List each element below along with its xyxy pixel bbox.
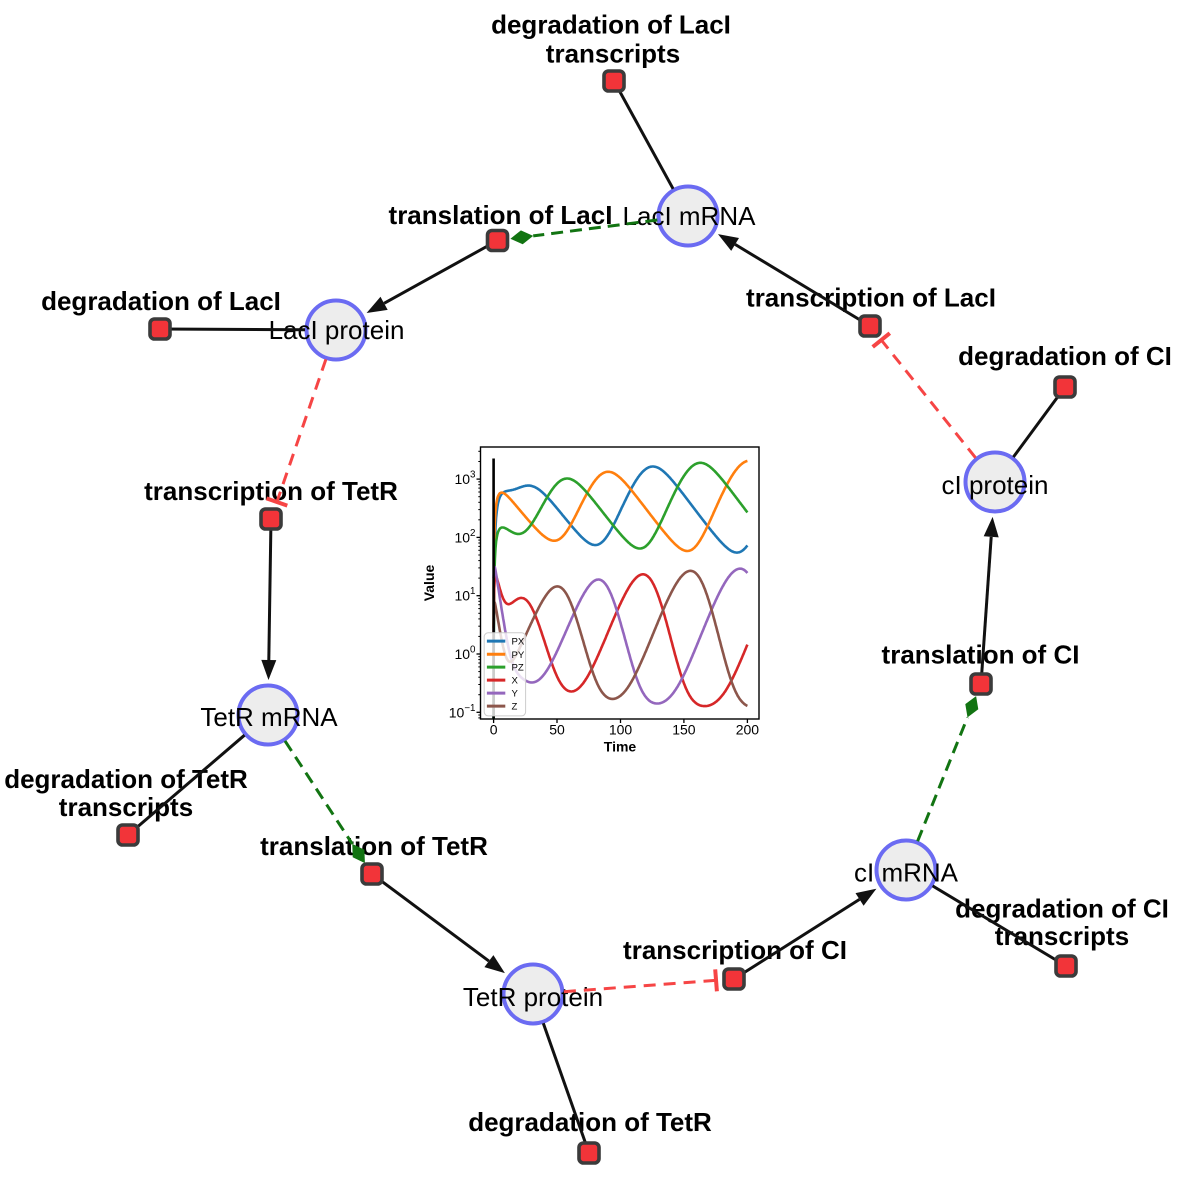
svg-text:degradation of LacI: degradation of LacI bbox=[41, 286, 281, 316]
svg-text:200: 200 bbox=[736, 722, 760, 738]
svg-text:cI protein: cI protein bbox=[942, 470, 1049, 500]
svg-text:150: 150 bbox=[672, 722, 696, 738]
svg-text:translation of TetR: translation of TetR bbox=[260, 831, 488, 861]
svg-text:Time: Time bbox=[604, 739, 637, 755]
svg-text:degradation of LacI: degradation of LacI bbox=[491, 10, 731, 40]
svg-text:translation of LacI: translation of LacI bbox=[389, 200, 613, 230]
svg-text:PX: PX bbox=[512, 637, 525, 648]
svg-text:transcripts: transcripts bbox=[546, 38, 680, 68]
svg-text:PY: PY bbox=[512, 650, 525, 661]
svg-text:PZ: PZ bbox=[512, 663, 524, 674]
svg-text:0: 0 bbox=[490, 722, 498, 738]
svg-text:degradation of TetR: degradation of TetR bbox=[468, 1107, 712, 1137]
svg-text:TetR protein: TetR protein bbox=[463, 982, 603, 1012]
svg-text:translation of CI: translation of CI bbox=[882, 639, 1080, 669]
svg-text:transcription of LacI: transcription of LacI bbox=[746, 283, 996, 313]
svg-text:degradation of TetR: degradation of TetR bbox=[4, 764, 248, 794]
svg-text:Y: Y bbox=[512, 689, 519, 700]
svg-text:100: 100 bbox=[609, 722, 633, 738]
svg-text:X: X bbox=[512, 676, 519, 687]
svg-text:degradation of CI: degradation of CI bbox=[955, 894, 1169, 924]
svg-text:LacI mRNA: LacI mRNA bbox=[623, 201, 757, 231]
svg-text:TetR mRNA: TetR mRNA bbox=[200, 702, 338, 732]
svg-text:cI mRNA: cI mRNA bbox=[854, 858, 959, 888]
svg-text:50: 50 bbox=[549, 722, 565, 738]
svg-text:transcription of CI: transcription of CI bbox=[623, 935, 847, 965]
svg-text:degradation of CI: degradation of CI bbox=[958, 341, 1172, 371]
svg-text:Z: Z bbox=[512, 702, 518, 713]
svg-text:Value: Value bbox=[421, 565, 437, 602]
